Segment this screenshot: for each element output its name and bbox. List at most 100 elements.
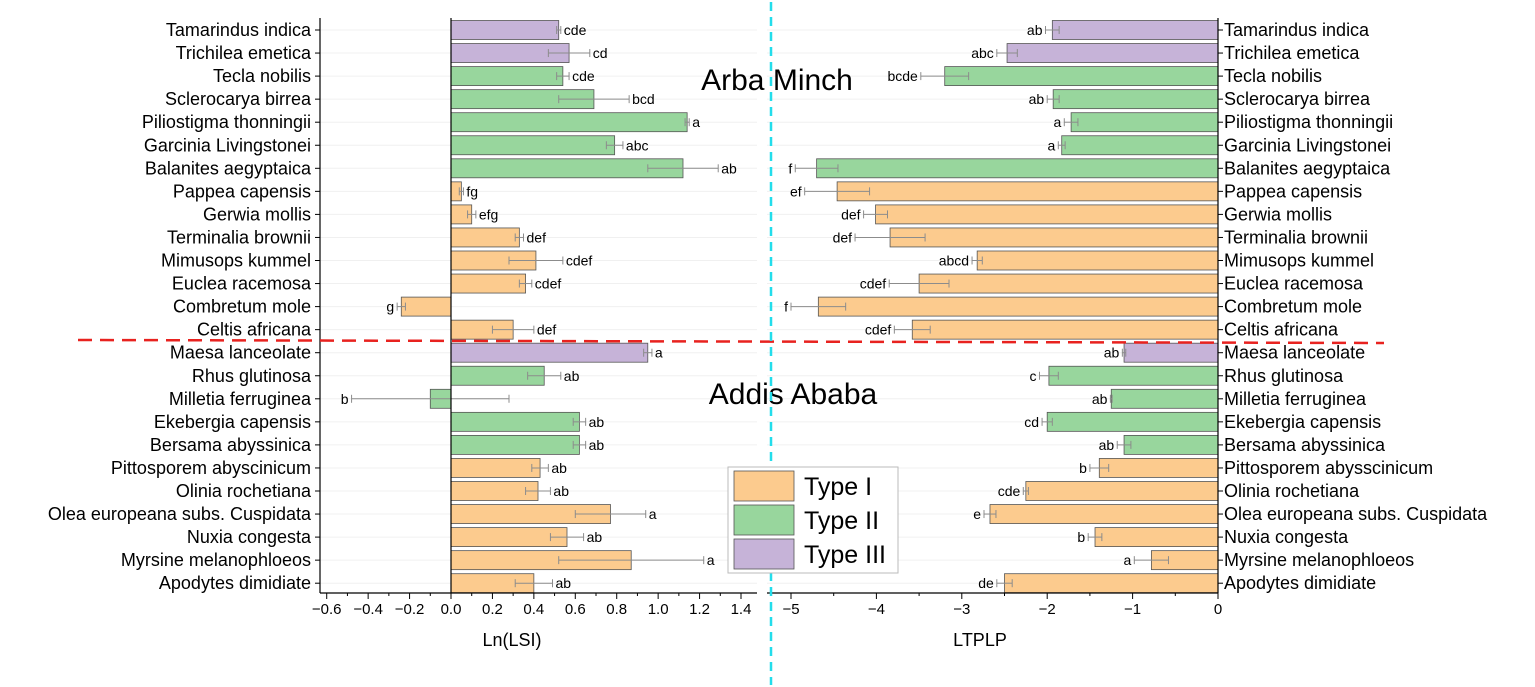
- significance-letter: a: [707, 552, 715, 568]
- species-label: Celtis africana: [1224, 320, 1339, 340]
- bar-ii: [1070, 112, 1219, 133]
- left-panel: cdecdcdebcdaabcabfgefgdefcdefcdefgdefaab…: [48, 18, 757, 650]
- species-label: Terminalia brownii: [1224, 227, 1368, 247]
- right-significance-letters: ababcbcdeabaafefdefdefabcdcdeffcdefabcab…: [784, 22, 1131, 591]
- bar-i: [911, 319, 1219, 340]
- species-label: Olinia rochetiana: [1224, 481, 1360, 501]
- bar-ii: [1123, 434, 1219, 455]
- bar-iii: [1051, 20, 1219, 40]
- species-label: Milletia ferruginea: [1224, 389, 1367, 409]
- bar-i: [1098, 458, 1219, 478]
- significance-letter: cd: [1024, 414, 1039, 430]
- species-label: Pittosporem abysscinicum: [1224, 458, 1433, 478]
- legend: Type I Type II Type III: [727, 466, 899, 574]
- significance-letter: cde: [572, 68, 595, 84]
- significance-letter: g: [386, 299, 394, 315]
- significance-letter: efg: [479, 206, 498, 222]
- species-label: Pappea capensis: [1224, 181, 1362, 201]
- x-tick-label: −0.2: [395, 601, 425, 618]
- left-significance-letters: cdecdcdebcdaabcabfgefgdefcdefcdefgdefaab…: [341, 22, 737, 591]
- significance-letter: cd: [593, 45, 608, 61]
- bar-iii: [1006, 43, 1219, 63]
- legend-label: Type III: [804, 541, 886, 569]
- legend-swatch-type-i: [733, 470, 795, 502]
- species-label: Euclea racemosa: [1224, 274, 1364, 294]
- x-tick-label: −2: [1039, 601, 1056, 618]
- site-label-addis-ababa: Addis Ababa: [709, 378, 878, 411]
- significance-letter: e: [973, 506, 981, 522]
- bar-ii: [1048, 365, 1219, 386]
- bar-i: [1094, 527, 1219, 547]
- significance-letter: ab: [1092, 391, 1108, 407]
- species-label: Olinia rochetiana: [176, 481, 312, 501]
- bar-i: [875, 204, 1219, 225]
- species-label: Pittosporem abyscinicum: [111, 458, 311, 478]
- x-tick-label: −0.6: [312, 601, 342, 618]
- species-label: Nuxia congesta: [187, 527, 312, 547]
- species-label: Mimusops kummel: [161, 251, 311, 271]
- significance-letter: a: [692, 114, 700, 130]
- significance-letter: abc: [971, 45, 994, 61]
- significance-letter: b: [1079, 460, 1087, 476]
- x-tick-label: 0.8: [606, 601, 627, 618]
- species-label: Rhus glutinosa: [1224, 366, 1344, 386]
- left-x-axis-label: Ln(LSI): [482, 630, 541, 650]
- site-divider-line: [77, 338, 1385, 345]
- left-bars: [400, 20, 688, 594]
- species-label: Combretum mole: [173, 297, 311, 317]
- bar-i: [450, 273, 526, 294]
- bar-iii: [1123, 342, 1219, 363]
- x-tick-label: −0.4: [353, 601, 383, 618]
- significance-letter: fg: [466, 183, 478, 199]
- significance-letter: f: [784, 299, 788, 315]
- species-label: Ekebergia capensis: [154, 412, 311, 432]
- bar-ii: [1052, 89, 1219, 110]
- bar-ii: [450, 411, 580, 432]
- significance-letter: def: [527, 229, 547, 245]
- species-label: Balanites aegyptaica: [145, 158, 312, 178]
- species-label: Bersama abyssinica: [1224, 435, 1386, 455]
- bar-ii: [450, 66, 564, 86]
- significance-letter: def: [833, 229, 853, 245]
- species-label: Tamarindus indica: [166, 20, 312, 40]
- bar-i: [989, 504, 1219, 524]
- left-axes: −0.6 −0.4 −0.2 0.0 0.2 0.4 0.6 0.8 1.0 1.2 1.4: [312, 18, 757, 618]
- significance-letter: a: [1048, 137, 1056, 153]
- significance-letter: c: [1030, 368, 1037, 384]
- x-tick-label: 0.6: [565, 601, 586, 618]
- significance-letter: a: [649, 506, 657, 522]
- bar-i: [1004, 573, 1219, 594]
- significance-letter: f: [788, 160, 792, 176]
- bar-i: [450, 458, 541, 478]
- bar-i: [1025, 481, 1219, 501]
- significance-letter: def: [841, 206, 861, 222]
- species-label: Piliostigma thonningii: [142, 112, 311, 132]
- species-label: Apodytes dimidiate: [159, 573, 311, 593]
- x-tick-label: 0.0: [441, 601, 462, 618]
- bar-iii: [450, 342, 649, 363]
- significance-letter: cdef: [566, 253, 593, 269]
- x-tick-label: 0.2: [482, 601, 503, 618]
- species-label: Maesa lanceolate: [170, 343, 311, 363]
- species-label: Combretum mole: [1224, 297, 1362, 317]
- significance-letter: ab: [1029, 91, 1045, 107]
- bar-ii: [816, 158, 1219, 179]
- significance-letter: bcde: [887, 68, 918, 84]
- bar-ii: [1110, 388, 1219, 409]
- species-label: Terminalia brownii: [167, 227, 311, 247]
- x-tick-label: 1.2: [689, 601, 710, 618]
- significance-letter: b: [341, 391, 349, 407]
- species-label: Garcinia Livingstonei: [1224, 135, 1391, 155]
- significance-letter: bcd: [632, 91, 655, 107]
- species-label: Tecla nobilis: [1224, 66, 1322, 86]
- species-label: Pappea capensis: [173, 181, 311, 201]
- bar-ii: [450, 112, 688, 133]
- significance-letter: abcd: [939, 253, 969, 269]
- significance-letter: ab: [553, 483, 569, 499]
- species-label: Apodytes dimidiate: [1224, 573, 1376, 593]
- x-tick-label: 1.4: [731, 601, 752, 618]
- left-species-labels: Tamarindus indica Trichilea emetica Tecla …: [48, 20, 312, 593]
- bar-ii: [944, 66, 1219, 86]
- significance-letter: a: [655, 345, 663, 361]
- significance-letter: a: [1124, 552, 1132, 568]
